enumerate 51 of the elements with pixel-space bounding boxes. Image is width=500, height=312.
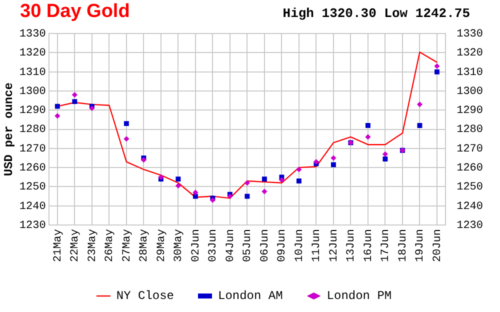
y2-tick-label: 1230	[456, 220, 483, 232]
y-tick-label: 1270	[19, 143, 46, 156]
x-tick-label: 19Jun	[414, 228, 427, 262]
x-tick-label: 04Jun	[224, 228, 237, 262]
y-tick-label: 1310	[19, 66, 46, 79]
x-tick-label: 27May	[121, 228, 134, 262]
y2-tick-label: 1300	[456, 86, 483, 98]
x-tick-label: 10Jun	[294, 228, 306, 262]
x-tick-label: 29May	[156, 228, 168, 262]
y-tick-label: 1230	[19, 220, 46, 232]
y2-tick-label: 1310	[456, 66, 483, 79]
y-tick-label: 1290	[19, 105, 46, 118]
x-tick-label: 09Jun	[276, 228, 289, 262]
x-tick-label: 26May	[104, 228, 116, 262]
y-tick-label: 1300	[19, 86, 46, 98]
legend-label: NY Close	[116, 289, 174, 304]
chart-title: 30 Day Gold	[20, 1, 130, 23]
x-tick-label: 12Jun	[328, 228, 340, 262]
y-tick-label: 1330	[19, 28, 46, 41]
x-tick-label: 13Jun	[346, 228, 358, 262]
y-tick-label: 1250	[19, 182, 46, 194]
y-axis-title: USD per ounce	[2, 82, 16, 176]
x-tick-label: 22May	[70, 228, 82, 262]
chart-subtitle: High 1320.30 Low 1242.75	[282, 6, 470, 21]
x-tick-label: 06Jun	[259, 228, 272, 262]
y2-tick-label: 1290	[456, 105, 483, 118]
x-tick-label: 11Jun	[311, 228, 324, 262]
y2-tick-label: 1330	[456, 28, 483, 41]
y2-tick-label: 1320	[456, 48, 483, 60]
x-tick-label: 23May	[86, 228, 99, 262]
x-tick-label: 20Jun	[432, 228, 444, 262]
legend-label: London PM	[326, 289, 392, 304]
y-tick-label: 1240	[19, 200, 46, 213]
x-tick-label: 30May	[173, 228, 186, 262]
y-tick-label: 1280	[19, 124, 46, 136]
x-tick-label: 02Jun	[190, 228, 202, 262]
y2-tick-label: 1240	[456, 200, 483, 213]
y2-tick-label: 1270	[456, 143, 483, 156]
y2-tick-label: 1250	[456, 182, 483, 194]
legend-label: London AM	[218, 289, 283, 304]
y-tick-label: 1320	[19, 48, 46, 60]
x-tick-label: 21May	[52, 228, 64, 262]
x-tick-label: 17Jun	[380, 228, 392, 262]
x-tick-label: 18Jun	[397, 228, 410, 262]
y-tick-label: 1260	[19, 162, 46, 174]
x-tick-label: 16Jun	[362, 228, 375, 262]
y2-tick-label: 1260	[456, 162, 483, 174]
x-tick-label: 28May	[138, 228, 151, 262]
y2-tick-label: 1280	[456, 124, 483, 136]
x-tick-label: 05Jun	[242, 228, 254, 262]
x-tick-label: 03Jun	[208, 228, 220, 262]
